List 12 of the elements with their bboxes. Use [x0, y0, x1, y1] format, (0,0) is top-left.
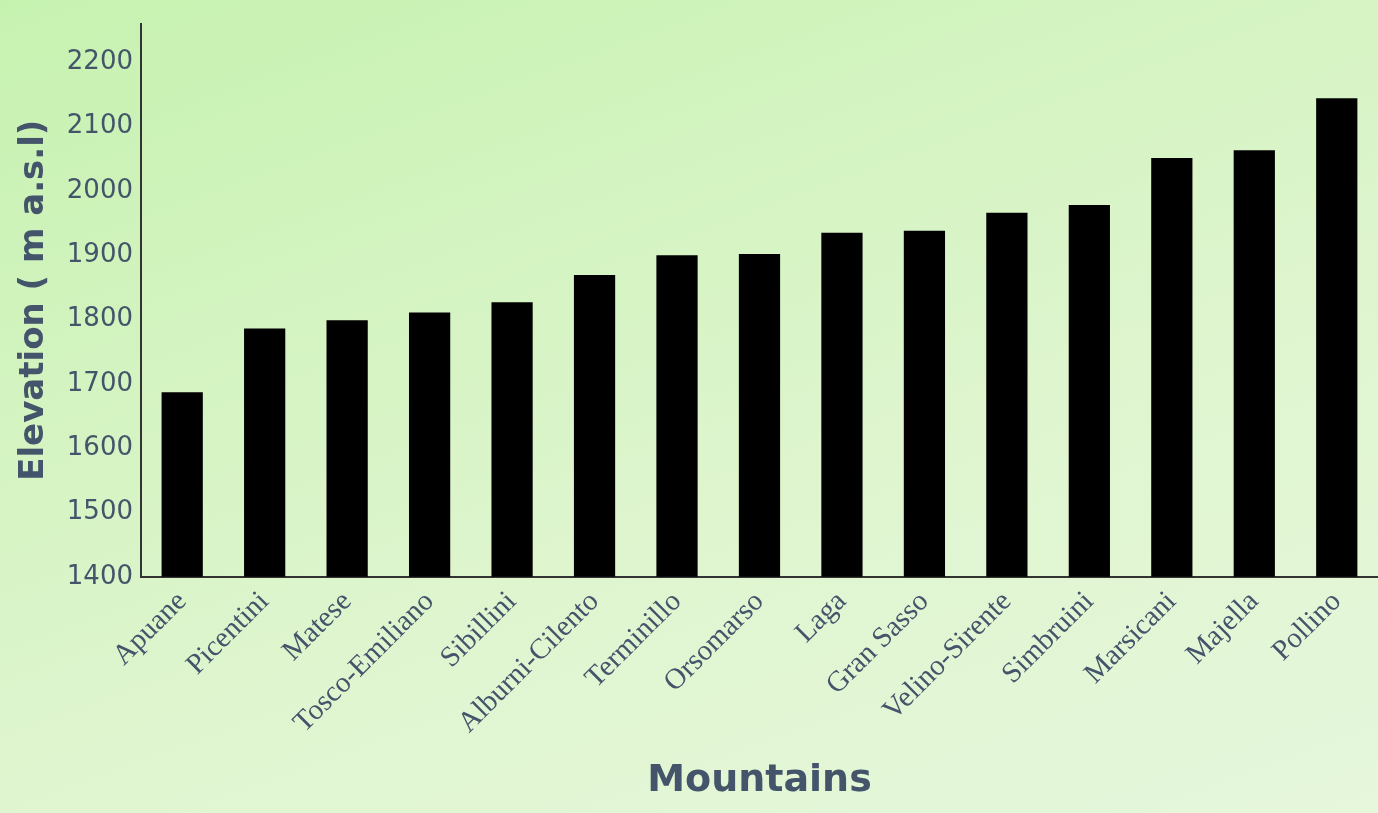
y-tick-label: 1900 — [66, 237, 133, 268]
y-tick-label: 1600 — [66, 430, 133, 461]
y-tick-label: 1400 — [66, 559, 133, 590]
y-tick-label: 2200 — [66, 44, 133, 75]
y-axis-title: Elevation ( m a.s.l) — [11, 119, 52, 481]
y-tick-label: 1800 — [66, 302, 133, 333]
y-tick-label: 2000 — [66, 173, 133, 204]
y-tick-label: 1500 — [66, 495, 133, 526]
y-tick-label: 2100 — [66, 109, 133, 140]
x-axis-title: Mountains — [647, 756, 872, 801]
y-tick-label: 1700 — [66, 366, 133, 397]
x-tick-label: Laga — [787, 584, 852, 648]
